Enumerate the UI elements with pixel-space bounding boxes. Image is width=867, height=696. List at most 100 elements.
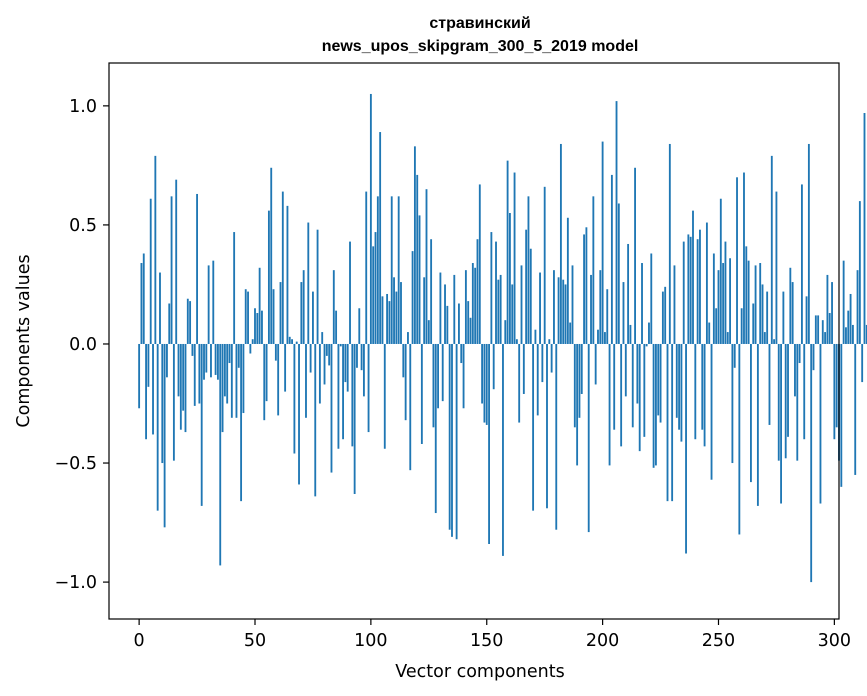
bars-group [138, 93, 867, 583]
bar-109 [390, 196, 393, 344]
bar-115 [404, 343, 407, 421]
bar-162 [513, 172, 516, 344]
chart-title-line2: news_upos_skipgram_300_5_2019 model [322, 38, 639, 55]
bar-143 [469, 317, 472, 344]
bar-101 [372, 246, 375, 344]
bar-307 [849, 293, 852, 344]
bar-18 [179, 343, 182, 430]
bar-82 [328, 343, 331, 366]
bar-219 [645, 343, 648, 347]
bar-38 [226, 343, 229, 404]
bar-153 [492, 343, 495, 390]
bar-304 [842, 260, 845, 344]
x-axis-label: Vector components [395, 662, 564, 682]
bar-78 [318, 343, 321, 404]
bar-202 [606, 289, 609, 344]
bar-207 [617, 203, 620, 344]
bar-182 [559, 143, 562, 344]
bar-112 [397, 196, 400, 344]
bar-63 [284, 343, 287, 392]
bar-85 [335, 310, 338, 344]
bar-203 [608, 343, 611, 466]
bar-268 [759, 263, 762, 344]
bar-121 [418, 215, 421, 344]
y-tick-label: 0.5 [69, 216, 97, 236]
bar-185 [566, 217, 569, 344]
bar-68 [295, 341, 298, 344]
bar-262 [745, 246, 748, 344]
bar-310 [856, 270, 859, 344]
bar-141 [464, 270, 467, 344]
bar-91 [349, 241, 351, 344]
bar-116 [407, 332, 409, 344]
bar-83 [330, 343, 333, 473]
bar-232 [675, 343, 678, 418]
bar-292 [814, 315, 817, 344]
bar-33 [214, 343, 217, 375]
bar-215 [636, 343, 639, 404]
bar-20 [184, 343, 187, 433]
bar-173 [539, 272, 541, 344]
bar-204 [610, 174, 613, 344]
bar-254 [726, 332, 729, 344]
bar-180 [555, 343, 558, 530]
bar-99 [367, 343, 370, 433]
bar-2 [142, 253, 145, 344]
bar-87 [339, 343, 342, 347]
bar-227 [664, 286, 667, 344]
bar-149 [483, 343, 486, 423]
bar-132 [444, 284, 446, 344]
bar-174 [541, 343, 544, 383]
bar-100 [369, 93, 372, 344]
bar-22 [189, 301, 192, 344]
bar-301 [835, 343, 838, 428]
bar-126 [430, 239, 433, 344]
bar-251 [719, 198, 722, 344]
bar-231 [673, 265, 676, 344]
bar-64 [286, 205, 289, 344]
bar-4 [147, 343, 150, 387]
bar-59 [274, 343, 277, 361]
bar-148 [481, 343, 484, 404]
bar-9 [159, 272, 161, 344]
bar-49 [251, 339, 254, 344]
bar-248 [712, 253, 715, 344]
bar-134 [448, 343, 451, 530]
x-tick-label: 150 [470, 631, 503, 651]
bar-98 [365, 191, 368, 344]
bar-297 [826, 274, 829, 344]
bar-267 [756, 343, 759, 506]
bar-293 [817, 315, 820, 344]
bar-140 [462, 343, 465, 409]
bar-209 [622, 282, 625, 344]
bar-73 [307, 222, 310, 344]
bar-186 [569, 322, 572, 344]
bar-12 [166, 343, 168, 378]
bar-53 [261, 310, 263, 344]
x-tick-label: 250 [702, 631, 735, 651]
bar-102 [374, 232, 377, 344]
bar-129 [437, 343, 439, 409]
bar-305 [845, 327, 847, 344]
bar-284 [796, 343, 799, 461]
bar-31 [210, 343, 212, 378]
bar-168 [527, 196, 530, 344]
bar-142 [467, 301, 470, 344]
bar-218 [643, 343, 646, 437]
bar-277 [780, 343, 782, 504]
bar-299 [831, 282, 833, 344]
bar-272 [768, 343, 771, 425]
bar-144 [471, 263, 474, 344]
x-tick-label: 0 [134, 631, 145, 651]
bar-96 [360, 343, 363, 371]
bar-30 [207, 265, 210, 344]
bar-196 [592, 196, 595, 344]
bar-130 [439, 272, 442, 344]
bar-309 [854, 343, 857, 475]
bar-79 [321, 332, 324, 344]
bar-74 [309, 343, 312, 373]
bar-0 [138, 343, 141, 409]
bar-221 [650, 253, 653, 344]
bar-27 [200, 343, 203, 506]
bar-133 [446, 305, 449, 344]
